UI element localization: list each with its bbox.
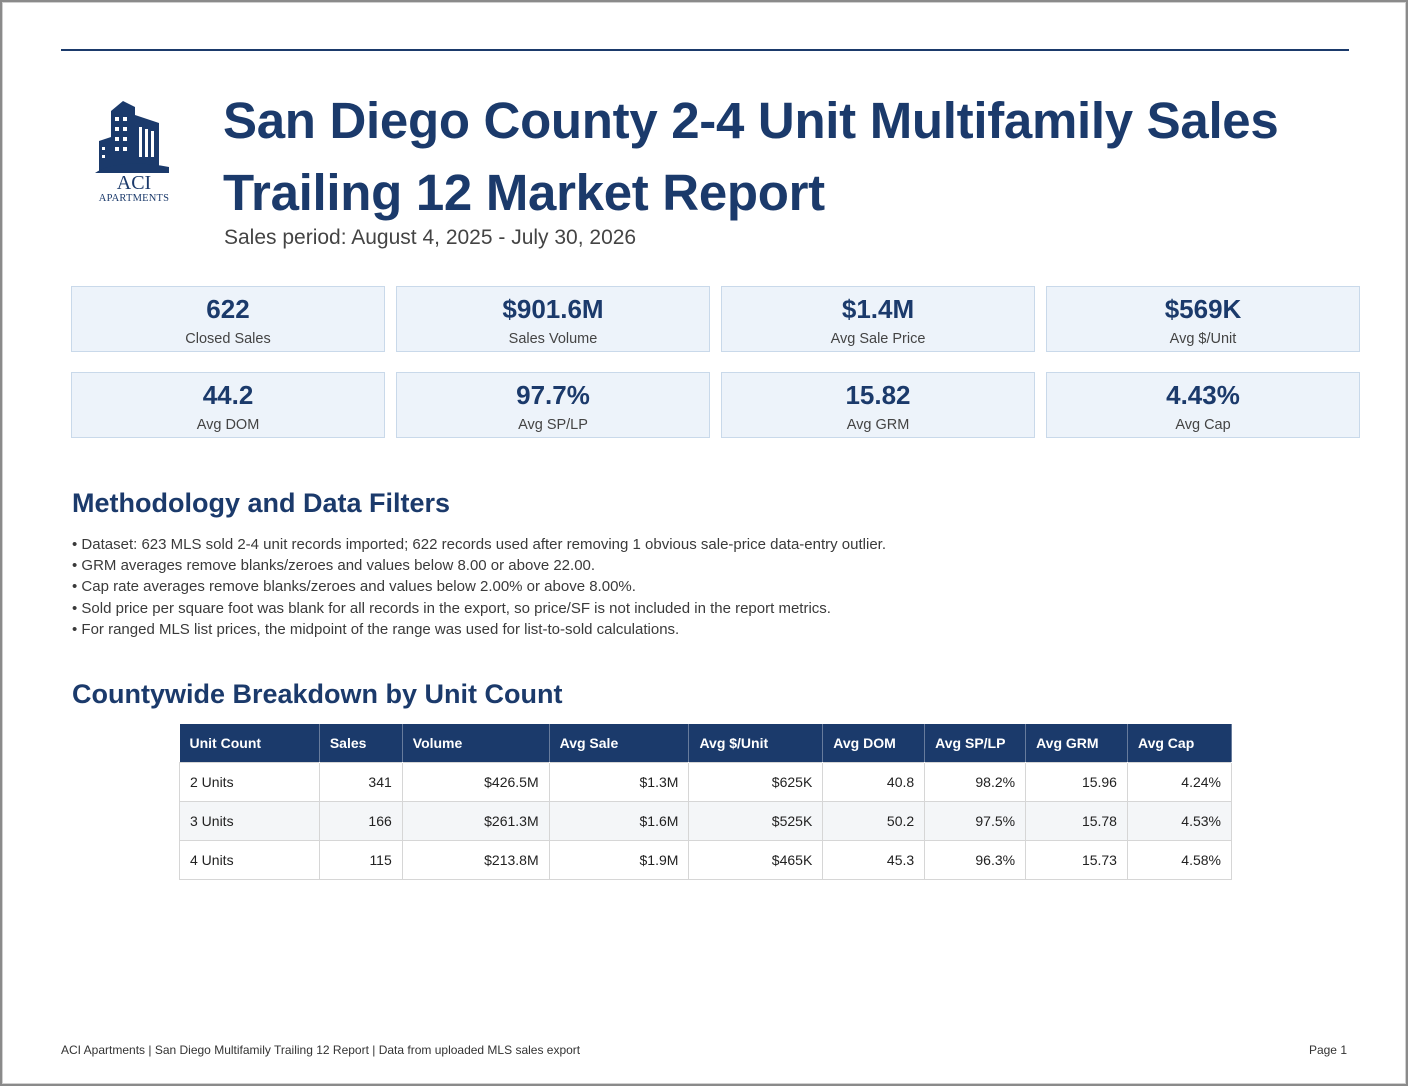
table-cell: 4.24% bbox=[1126, 761, 1233, 802]
kpi-avg-sp-lp: 97.7% Avg SP/LP bbox=[396, 372, 710, 438]
table-row: 4 Units 115 $213.8M $1.9M $465K 45.3 96.… bbox=[179, 839, 1233, 880]
kpi-value: 622 bbox=[206, 294, 250, 324]
kpi-label: Avg Cap bbox=[1175, 417, 1231, 433]
kpi-avg-grm: 15.82 Avg GRM bbox=[721, 372, 1035, 438]
logo-subtext: APARTMENTS bbox=[98, 193, 170, 204]
title-line-2: Trailing 12 Market Report bbox=[223, 164, 825, 221]
table-cell: 15.78 bbox=[1025, 800, 1128, 841]
table-cell: 4.53% bbox=[1126, 800, 1233, 841]
report-title: San Diego County 2-4 Unit Multifamily Sa… bbox=[223, 85, 1343, 229]
table-cell: $1.6M bbox=[548, 800, 690, 841]
kpi-label: Closed Sales bbox=[185, 331, 271, 347]
kpi-label: Avg GRM bbox=[846, 417, 910, 433]
list-item: Cap rate averages remove blanks/zeroes a… bbox=[72, 576, 1272, 597]
column-header: Avg Cap bbox=[1127, 724, 1233, 762]
kpi-avg-cap: 4.43% Avg Cap bbox=[1046, 372, 1360, 438]
table-cell: 45.3 bbox=[822, 839, 926, 880]
table-cell: $213.8M bbox=[401, 839, 550, 880]
list-item: Sold price per square foot was blank for… bbox=[72, 598, 1272, 619]
column-header: Avg Sale bbox=[549, 724, 690, 762]
logo-word: ACI bbox=[116, 172, 152, 194]
kpi-label: Avg Sale Price bbox=[830, 331, 926, 347]
kpi-closed-sales: 622 Closed Sales bbox=[71, 286, 385, 352]
kpi-value: 15.82 bbox=[845, 380, 911, 410]
table-cell: $261.3M bbox=[401, 800, 550, 841]
page-number: Page 1 bbox=[1308, 1043, 1347, 1057]
kpi-value: 4.43% bbox=[1166, 380, 1240, 410]
column-header: Avg GRM bbox=[1025, 724, 1128, 762]
table-cell: 4.58% bbox=[1126, 839, 1233, 880]
table-cell: 15.96 bbox=[1025, 761, 1128, 802]
column-header: Volume bbox=[402, 724, 550, 762]
table-row: 2 Units 341 $426.5M $1.3M $625K 40.8 98.… bbox=[179, 761, 1233, 802]
table-cell: 96.3% bbox=[924, 839, 1027, 880]
table-cell: 50.2 bbox=[822, 800, 926, 841]
kpi-value: 44.2 bbox=[202, 380, 254, 410]
building-logo-icon bbox=[95, 101, 169, 173]
table-cell: 40.8 bbox=[822, 761, 926, 802]
list-item: GRM averages remove blanks/zeroes and va… bbox=[72, 555, 1272, 576]
kpi-label: Avg DOM bbox=[196, 417, 260, 433]
kpi-sales-volume: $901.6M Sales Volume bbox=[396, 286, 710, 352]
title-line-1: San Diego County 2-4 Unit Multifamily Sa… bbox=[223, 92, 1279, 149]
table-cell: 115 bbox=[318, 839, 403, 880]
table-cell: 166 bbox=[318, 800, 403, 841]
kpi-avg-per-unit: $569K Avg $/Unit bbox=[1046, 286, 1360, 352]
kpi-value: $1.4M bbox=[841, 294, 915, 324]
methodology-list: Dataset: 623 MLS sold 2-4 unit records i… bbox=[72, 534, 1272, 640]
column-header: Unit Count bbox=[179, 724, 320, 762]
table-cell: $625K bbox=[688, 761, 824, 802]
table-cell: $465K bbox=[688, 839, 824, 880]
table-cell: 15.73 bbox=[1025, 839, 1128, 880]
methodology-heading: Methodology and Data Filters bbox=[72, 488, 451, 518]
kpi-value: $569K bbox=[1164, 294, 1242, 324]
sales-period: Sales period: August 4, 2025 - July 30, … bbox=[224, 226, 637, 249]
table-row: 3 Units 166 $261.3M $1.6M $525K 50.2 97.… bbox=[179, 800, 1233, 841]
table-cell: $525K bbox=[688, 800, 824, 841]
table-cell: 4 Units bbox=[179, 839, 320, 880]
list-item: For ranged MLS list prices, the midpoint… bbox=[72, 619, 1272, 640]
aci-logo: ACI APARTMENTS bbox=[89, 97, 179, 209]
top-rule bbox=[61, 49, 1349, 51]
list-item: Dataset: 623 MLS sold 2-4 unit records i… bbox=[72, 534, 1272, 555]
table-cell: $1.9M bbox=[548, 839, 690, 880]
table-cell: $426.5M bbox=[401, 761, 550, 802]
kpi-label: Avg $/Unit bbox=[1169, 331, 1237, 347]
table-cell: 97.5% bbox=[924, 800, 1027, 841]
kpi-value: 97.7% bbox=[516, 380, 590, 410]
table-cell: 3 Units bbox=[179, 800, 320, 841]
breakdown-table: Unit Count Sales Volume Avg Sale Avg $/U… bbox=[179, 724, 1233, 880]
table-header-row: Unit Count Sales Volume Avg Sale Avg $/U… bbox=[179, 724, 1233, 762]
breakdown-heading: Countywide Breakdown by Unit Count bbox=[72, 679, 563, 709]
column-header: Sales bbox=[319, 724, 403, 762]
table-cell: $1.3M bbox=[548, 761, 690, 802]
kpi-label: Sales Volume bbox=[508, 331, 598, 347]
kpi-value: $901.6M bbox=[502, 294, 604, 324]
table-cell: 2 Units bbox=[179, 761, 320, 802]
kpi-avg-dom: 44.2 Avg DOM bbox=[71, 372, 385, 438]
column-header: Avg $/Unit bbox=[688, 724, 824, 762]
kpi-label: Avg SP/LP bbox=[518, 417, 588, 433]
kpi-avg-sale-price: $1.4M Avg Sale Price bbox=[721, 286, 1035, 352]
table-cell: 98.2% bbox=[924, 761, 1027, 802]
page-footer: ACI Apartments | San Diego Multifamily T… bbox=[61, 1043, 581, 1057]
column-header: Avg DOM bbox=[822, 724, 926, 762]
table-cell: 341 bbox=[318, 761, 403, 802]
column-header: Avg SP/LP bbox=[924, 724, 1027, 762]
